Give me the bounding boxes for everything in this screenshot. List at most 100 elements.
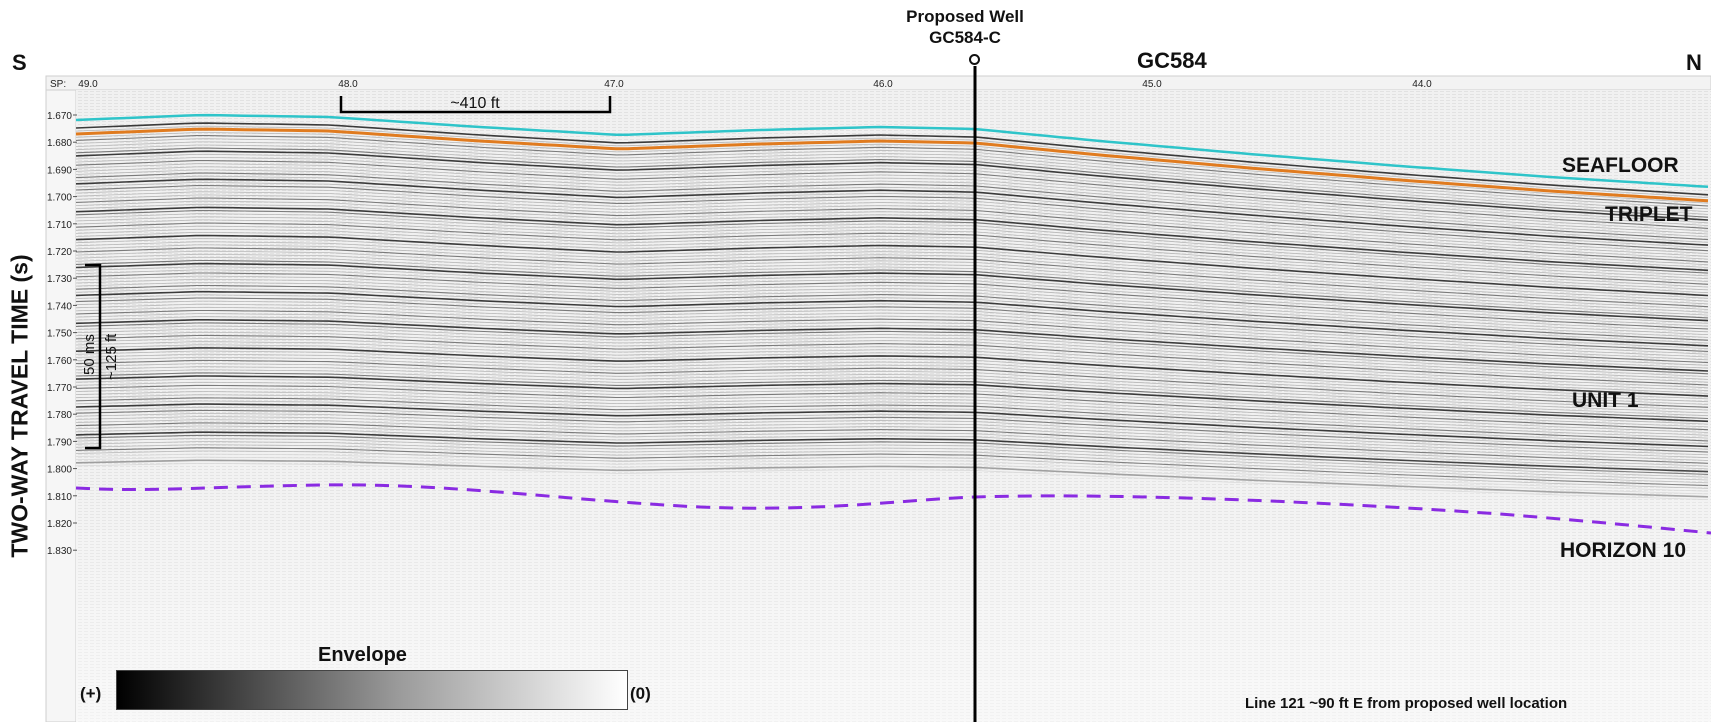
reflector-line [75, 213, 1709, 277]
seafloor-label: SEAFLOOR [1562, 154, 1679, 177]
reflector-line [75, 344, 1709, 394]
reflector-line [75, 135, 1709, 207]
reflector-line [75, 228, 1709, 291]
reflector-line [75, 278, 1709, 335]
reflector-line [75, 328, 1709, 380]
reflector-line [75, 384, 1709, 431]
reflector-line [75, 209, 1709, 274]
reflector-line [75, 394, 1709, 439]
reflector-line [75, 388, 1709, 433]
reflector-line [75, 266, 1709, 324]
reflector-line [75, 185, 1709, 252]
well-location-marker-icon [969, 54, 980, 65]
shotpoint-tick-label: 45.0 [1142, 79, 1162, 90]
reflector-line [75, 181, 1709, 249]
reflector-line [75, 353, 1709, 403]
reflector-line [75, 356, 1709, 405]
reflector-line [75, 169, 1709, 238]
reflector-line [75, 391, 1709, 436]
triplet-label: TRIPLET [1605, 203, 1693, 226]
y-tick-label: 1.710 [47, 220, 72, 231]
time-axis-strip [45, 89, 77, 722]
envelope-colorbar [116, 670, 628, 710]
reflector-line [75, 363, 1709, 411]
reflector-line [75, 259, 1709, 319]
shotpoint-tick-label: 49.0 [78, 79, 98, 90]
reflector-line [75, 200, 1709, 266]
reflector-line [75, 372, 1709, 420]
y-tick-label: 1.750 [47, 329, 72, 340]
reflector-line [75, 272, 1709, 330]
y-tick-label: 1.810 [47, 492, 72, 503]
reflector-line [75, 122, 1709, 196]
reflector-line [75, 303, 1709, 358]
y-tick-label: 1.700 [47, 193, 72, 204]
reflector-line [75, 144, 1709, 215]
reflector-line [75, 350, 1709, 400]
reflector-line [75, 234, 1709, 297]
reflector-line [75, 250, 1709, 310]
reflector-line [75, 290, 1709, 347]
reflector-line [75, 269, 1709, 327]
y-tick-label: 1.820 [47, 519, 72, 530]
reflector-line [75, 244, 1709, 305]
reflector-line [75, 341, 1709, 391]
reflector-line [75, 194, 1709, 260]
reflector-line [75, 157, 1709, 226]
reflector-line [75, 178, 1709, 246]
y-tick-label: 1.760 [47, 356, 72, 367]
direction-south-label: S [12, 50, 27, 75]
reflector-line [75, 297, 1709, 352]
reflector-line [75, 166, 1709, 235]
shotpoint-ticks: SP: 49.0 48.0 47.0 46.0 45.0 44.0 [50, 79, 1432, 90]
y-tick-label: 1.800 [47, 465, 72, 476]
shotpoint-tick-label: 47.0 [604, 79, 624, 90]
reflector-line [75, 397, 1709, 442]
reflector-line [75, 141, 1709, 212]
reflector-line [75, 222, 1709, 285]
reflector-line [75, 309, 1709, 364]
reflector-line [75, 347, 1709, 397]
reflector-line [75, 378, 1709, 425]
y-tick-label: 1.690 [47, 165, 72, 176]
reflector-line [75, 219, 1709, 282]
reflector-line [75, 375, 1709, 423]
reflector-line [75, 381, 1709, 428]
reflector-line [75, 175, 1709, 243]
shotpoint-tick-label: 48.0 [338, 79, 358, 90]
y-tick-label: 1.730 [47, 274, 72, 285]
reflector-line [75, 403, 1709, 448]
reflector-line [75, 334, 1709, 386]
reflector-line [75, 241, 1709, 302]
reflector-line [75, 206, 1709, 272]
reflector-line [75, 172, 1709, 241]
direction-north-label: N [1686, 50, 1702, 75]
reflector-line [75, 163, 1709, 232]
reflector-line [75, 147, 1709, 218]
reflector-line [75, 288, 1709, 344]
y-tick-label: 1.670 [47, 111, 72, 122]
reflector-line [75, 294, 1709, 349]
y-tick-label: 1.740 [47, 301, 72, 312]
y-tick-label: 1.780 [47, 410, 72, 421]
y-tick-label: 1.790 [47, 437, 72, 448]
shotpoint-tick-label: 44.0 [1412, 79, 1432, 90]
shotpoint-tick-label: 46.0 [873, 79, 893, 90]
reflector-line [75, 284, 1709, 341]
y-tick-label: 1.770 [47, 383, 72, 394]
reflector-line [75, 406, 1709, 450]
seafloor-horizon [75, 113, 1709, 189]
reflector-line [75, 319, 1709, 372]
reflector-line [75, 275, 1709, 333]
shotpoint-prefix: SP: [50, 79, 66, 90]
triplet-horizon [75, 127, 1709, 203]
horizontal-scale-bar [339, 96, 612, 114]
proposed-well-id: GC584-C [929, 28, 1001, 47]
vertical-scale-time-label: 50 ms [81, 334, 98, 375]
y-tick-label: 1.830 [47, 546, 72, 557]
reflector-line [75, 338, 1709, 389]
envelope-legend-title: Envelope [318, 644, 407, 666]
vertical-scale-bar [85, 263, 102, 450]
horizontal-scale-label: ~410 ft [450, 95, 500, 112]
